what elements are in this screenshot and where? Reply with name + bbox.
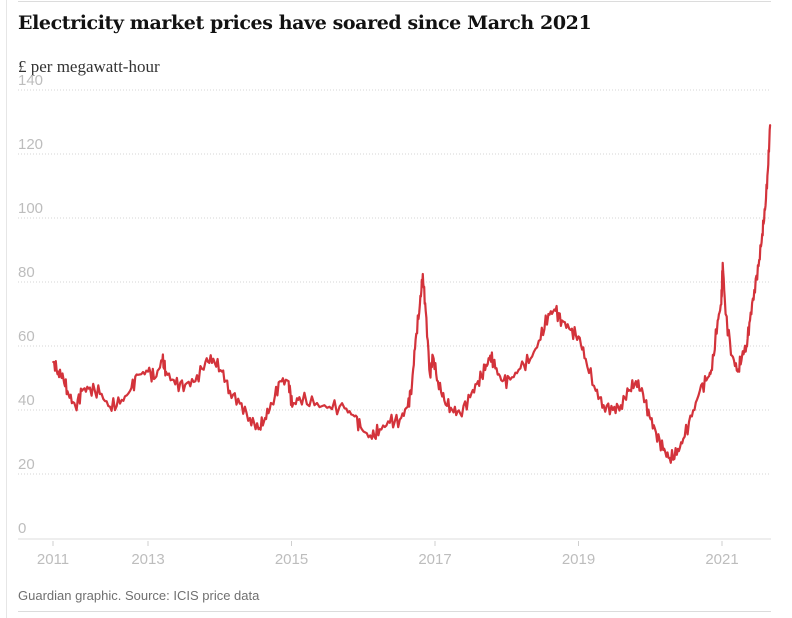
y-tick-label-140: 140	[18, 72, 43, 89]
y-tick-label-0: 0	[18, 520, 26, 537]
gridlines	[18, 89, 771, 540]
x-tick-label-2017: 2017	[418, 551, 451, 568]
x-axis: 2011 2013 2015 2017 2019 2021	[37, 541, 739, 568]
series-line-0	[52, 124, 772, 464]
x-tick-label-2021: 2021	[705, 551, 738, 568]
y-tick-label-80: 80	[18, 264, 35, 281]
chart-title: Electricity market prices have soared si…	[18, 12, 592, 34]
y-axis-labels: 0 20 40 60 80 100 120 140	[18, 72, 43, 537]
x-tick-label-2011: 2011	[37, 551, 69, 568]
series-layer	[52, 124, 772, 464]
frame-border	[6, 0, 7, 618]
y-tick-label-40: 40	[18, 392, 35, 409]
top-rule	[18, 1, 771, 2]
chart-subtitle: £ per megawatt-hour	[18, 57, 160, 76]
y-tick-label-100: 100	[18, 200, 43, 217]
x-tick-label-2013: 2013	[131, 551, 164, 568]
y-tick-label-120: 120	[18, 136, 43, 153]
y-tick-label-20: 20	[18, 456, 35, 473]
x-tick-label-2019: 2019	[562, 551, 595, 568]
source-note: Guardian graphic. Source: ICIS price dat…	[18, 588, 260, 603]
x-tick-label-2015: 2015	[275, 551, 308, 568]
bottom-rule	[18, 611, 771, 612]
y-tick-label-60: 60	[18, 328, 35, 345]
